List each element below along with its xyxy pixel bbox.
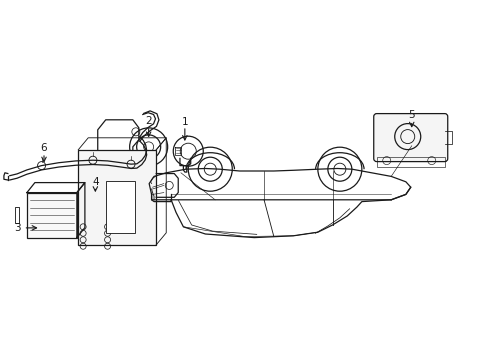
FancyBboxPatch shape — [373, 114, 447, 162]
Text: 1: 1 — [181, 117, 188, 127]
FancyBboxPatch shape — [78, 150, 156, 245]
Text: 5: 5 — [407, 110, 414, 120]
FancyBboxPatch shape — [27, 193, 77, 238]
Text: 6: 6 — [41, 143, 47, 153]
Text: 3: 3 — [14, 223, 20, 233]
Text: 2: 2 — [145, 116, 152, 126]
Text: 4: 4 — [92, 177, 99, 187]
FancyBboxPatch shape — [105, 181, 135, 233]
